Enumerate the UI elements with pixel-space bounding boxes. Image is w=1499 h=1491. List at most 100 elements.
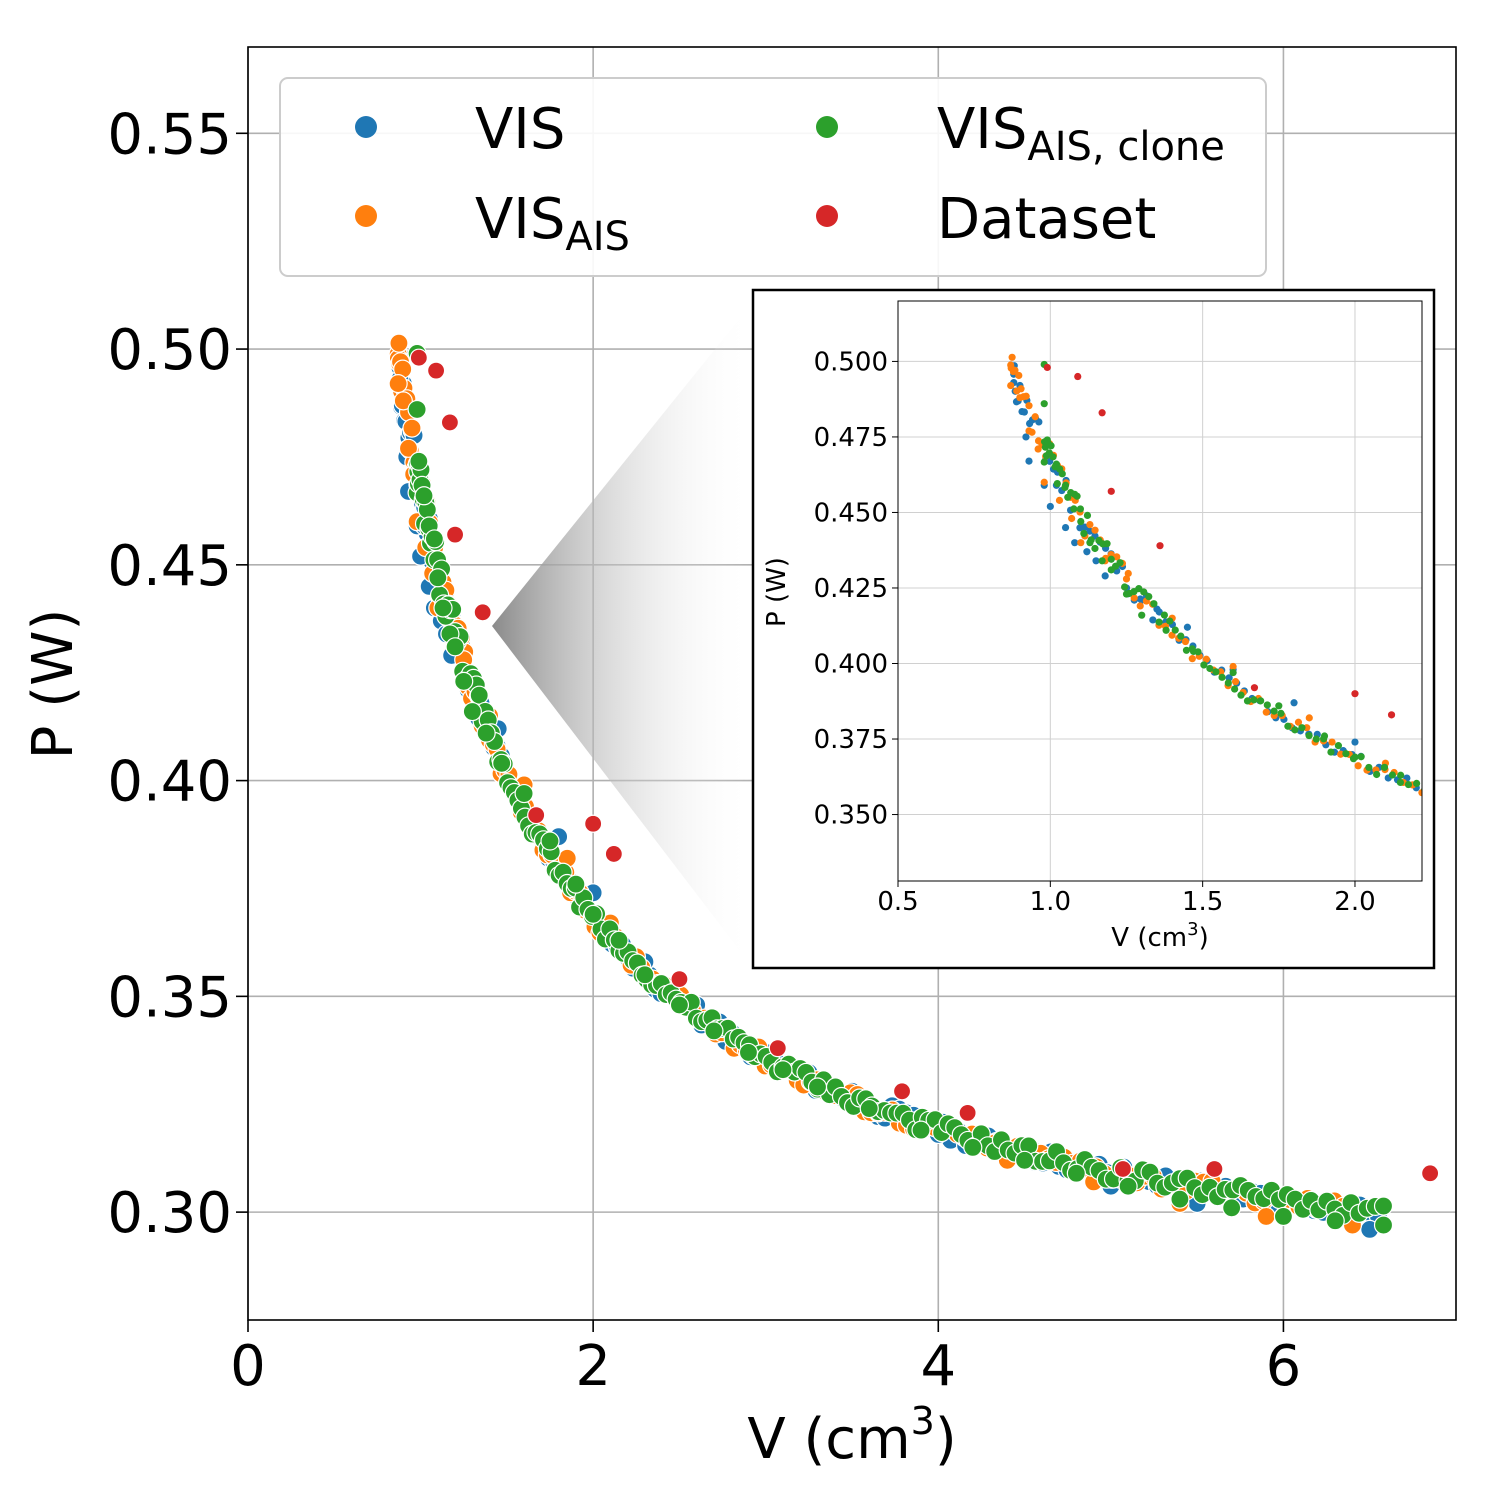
inset-point-vis-ais bbox=[1113, 553, 1121, 561]
point-vis-ais-clone bbox=[566, 874, 586, 894]
inset-point-vis-ais-clone bbox=[1380, 763, 1389, 771]
inset-point-vis-ais-clone bbox=[1334, 742, 1343, 750]
y-tick-label: 0.40 bbox=[107, 750, 232, 815]
inset-point-vis-ais bbox=[1091, 526, 1099, 534]
point-vis-ais-clone bbox=[1170, 1189, 1190, 1209]
inset-point-vis-ais bbox=[1136, 602, 1144, 610]
inset-point-vis bbox=[1061, 523, 1070, 532]
x-tick-label: 4 bbox=[920, 1334, 956, 1399]
inset-point-vis-ais-clone bbox=[1257, 697, 1265, 705]
inset-point-vis-ais-clone bbox=[1206, 664, 1214, 673]
inset-point-vis-ais-clone bbox=[1231, 685, 1239, 693]
inset-point-vis-ais-clone bbox=[1155, 618, 1163, 626]
inset-point-vis-ais-clone bbox=[1351, 753, 1359, 761]
point-vis-ais-clone bbox=[1325, 1211, 1345, 1231]
inset-point-vis-ais bbox=[1262, 708, 1270, 716]
point-dataset bbox=[670, 969, 689, 989]
point-vis-ais bbox=[389, 333, 409, 353]
point-dataset bbox=[409, 348, 428, 367]
inset-point-vis-ais bbox=[1055, 496, 1064, 504]
inset-grid bbox=[897, 301, 1422, 881]
point-vis-ais-clone bbox=[414, 486, 434, 506]
inset-point-vis-ais-clone bbox=[1229, 668, 1237, 677]
inset-point-vis-ais-clone bbox=[1182, 646, 1191, 654]
inset-point-dataset bbox=[1043, 363, 1051, 372]
main-ticks: 0 2 4 6 0.30 0.35 0.40 0.45 0.50 0.55 bbox=[107, 102, 1301, 1399]
inset-point-vis-ais-clone bbox=[1061, 481, 1070, 489]
inset-point-vis-ais bbox=[1231, 678, 1240, 686]
inset-point-vis-ais-clone bbox=[1080, 529, 1088, 538]
inset-point-vis-ais-clone bbox=[1224, 679, 1232, 687]
inset-point-vis-ais-clone bbox=[1121, 583, 1129, 591]
inset-point-vis-ais-clone bbox=[1291, 726, 1299, 734]
legend-label-vis-ais-subscript: AIS bbox=[565, 214, 630, 260]
inset-point-vis-ais-clone bbox=[1043, 436, 1051, 444]
point-vis-ais-clone bbox=[911, 1120, 931, 1140]
inset-point-vis-ais-clone bbox=[1040, 400, 1048, 408]
x-tick-label: 6 bbox=[1266, 1334, 1302, 1399]
point-vis-ais-clone bbox=[704, 1021, 724, 1041]
inset-point-vis-ais-clone bbox=[1305, 731, 1313, 740]
inset-point-vis-ais-clone bbox=[1237, 691, 1245, 699]
main-plot-frame bbox=[247, 46, 1457, 1321]
point-dataset bbox=[1421, 1164, 1440, 1183]
inset-point-vis-ais-clone bbox=[1342, 750, 1350, 758]
inset-frame bbox=[751, 288, 1436, 970]
inset-point-vis-ais bbox=[1229, 662, 1237, 671]
inset-point-vis-ais-clone bbox=[1320, 732, 1329, 740]
inset-point-vis-ais bbox=[1040, 478, 1048, 486]
inset-y-axis-title: P (W) bbox=[762, 557, 792, 627]
inset-point-vis-ais-clone bbox=[1162, 626, 1170, 634]
inset-point-vis-ais-clone bbox=[1250, 696, 1258, 704]
inset-point-vis bbox=[1025, 457, 1033, 465]
inset-point-vis-ais-clone bbox=[1058, 470, 1066, 478]
inset-point-vis-ais bbox=[1122, 575, 1131, 583]
y-axis-title: P (W) bbox=[21, 609, 86, 760]
point-vis-ais bbox=[402, 418, 422, 438]
inset-point-vis-ais-clone bbox=[1177, 632, 1185, 640]
point-dataset bbox=[427, 361, 446, 380]
inset-y-tick-label: 0.425 bbox=[814, 574, 888, 604]
point-dataset bbox=[958, 1103, 977, 1122]
main-points bbox=[388, 333, 1440, 1239]
inset-point-dataset bbox=[1156, 542, 1164, 550]
inset-point-vis bbox=[1101, 572, 1109, 580]
inset-point-vis bbox=[1020, 408, 1028, 416]
y-tick-label: 0.45 bbox=[107, 534, 232, 599]
inset-x-tick-label: 0.5 bbox=[877, 887, 918, 917]
inset-point-vis-ais bbox=[1068, 514, 1076, 523]
inset-point-vis-ais bbox=[1337, 750, 1345, 758]
inset-point-vis-ais-clone bbox=[1189, 647, 1198, 656]
inset-point-vis-ais-clone bbox=[1166, 617, 1174, 625]
inset-point-vis-ais bbox=[1022, 392, 1030, 400]
inset-point-vis-ais bbox=[1011, 366, 1019, 374]
inset-point-vis-ais-clone bbox=[1365, 763, 1373, 772]
inset-x-axis-title-close: ) bbox=[1199, 923, 1209, 953]
point-dataset bbox=[604, 844, 623, 864]
inset-point-dataset bbox=[1250, 684, 1259, 692]
inset-point-vis bbox=[1153, 605, 1161, 613]
inset-point-vis-ais bbox=[1168, 631, 1176, 639]
inset-y-tick-label: 0.400 bbox=[814, 650, 888, 680]
inset-point-vis-ais-clone bbox=[1145, 592, 1153, 601]
point-vis-ais-clone bbox=[1118, 1176, 1138, 1196]
point-vis-ais-clone bbox=[407, 399, 427, 420]
inset-point-vis-ais-clone bbox=[1263, 701, 1271, 709]
inset-point-vis bbox=[1046, 502, 1054, 511]
inset-point-vis-ais-clone bbox=[1298, 724, 1306, 732]
point-vis-ais-clone bbox=[609, 930, 629, 950]
inset-point-vis-ais bbox=[1016, 394, 1024, 402]
inset-point-vis-ais-clone bbox=[1107, 555, 1115, 563]
inset-point-vis-ais bbox=[1007, 381, 1015, 390]
inset-point-vis bbox=[1035, 418, 1043, 426]
inset-point-vis-ais bbox=[1015, 371, 1023, 380]
inset-point-vis bbox=[1183, 623, 1192, 631]
point-vis-ais-clone bbox=[669, 995, 690, 1015]
inset-point-vis-ais-clone bbox=[1091, 544, 1099, 553]
inset-point-vis-ais-clone bbox=[1040, 458, 1048, 466]
inset-y-tick-label: 0.500 bbox=[814, 347, 888, 377]
inset-point-vis-ais bbox=[1181, 637, 1190, 646]
inset-point-vis bbox=[1022, 433, 1030, 441]
point-dataset bbox=[445, 525, 465, 544]
inset-point-vis-ais-clone bbox=[1103, 540, 1111, 548]
